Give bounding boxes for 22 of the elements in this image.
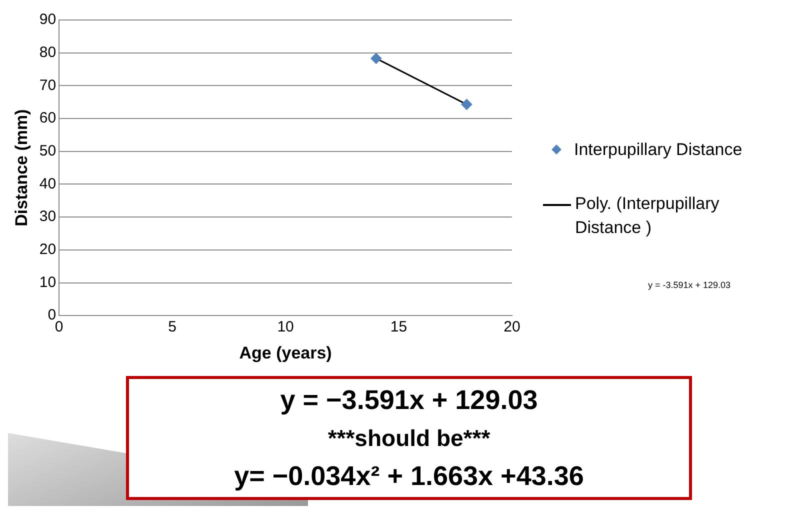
legend-label: Poly. (Interpupillary Distance ): [575, 193, 720, 239]
text: y = -3.591x + 129.03: [648, 280, 731, 290]
y-tick-label: 30: [39, 208, 56, 226]
y-tick-label: 60: [39, 110, 56, 127]
x-tick-label: 10: [277, 318, 294, 336]
x-tick-label: 5: [168, 318, 176, 336]
y-tick-label: 80: [39, 44, 56, 61]
y-tick-label: 10: [39, 274, 56, 291]
text: y = −3.591x + 129.03: [279, 384, 539, 417]
y-axis-title: Distance (mm): [12, 109, 31, 226]
x-axis-title: Age (years): [239, 343, 332, 362]
y-tick-label: 70: [39, 76, 56, 94]
y-tick-label: 50: [39, 142, 56, 160]
y-tick-label: 40: [39, 175, 56, 192]
x-tick-label: 20: [504, 318, 520, 336]
text: y= −0.034x² + 1.663x +43.36: [233, 460, 585, 493]
y-tick-label: 0: [48, 306, 56, 324]
legend-label: Interpupillary Distance: [574, 139, 742, 161]
y-tick-label: 90: [39, 11, 56, 28]
y-tick-label: 20: [39, 241, 56, 258]
x-tick-label: 15: [390, 318, 408, 336]
text: ***should be***: [326, 424, 492, 453]
